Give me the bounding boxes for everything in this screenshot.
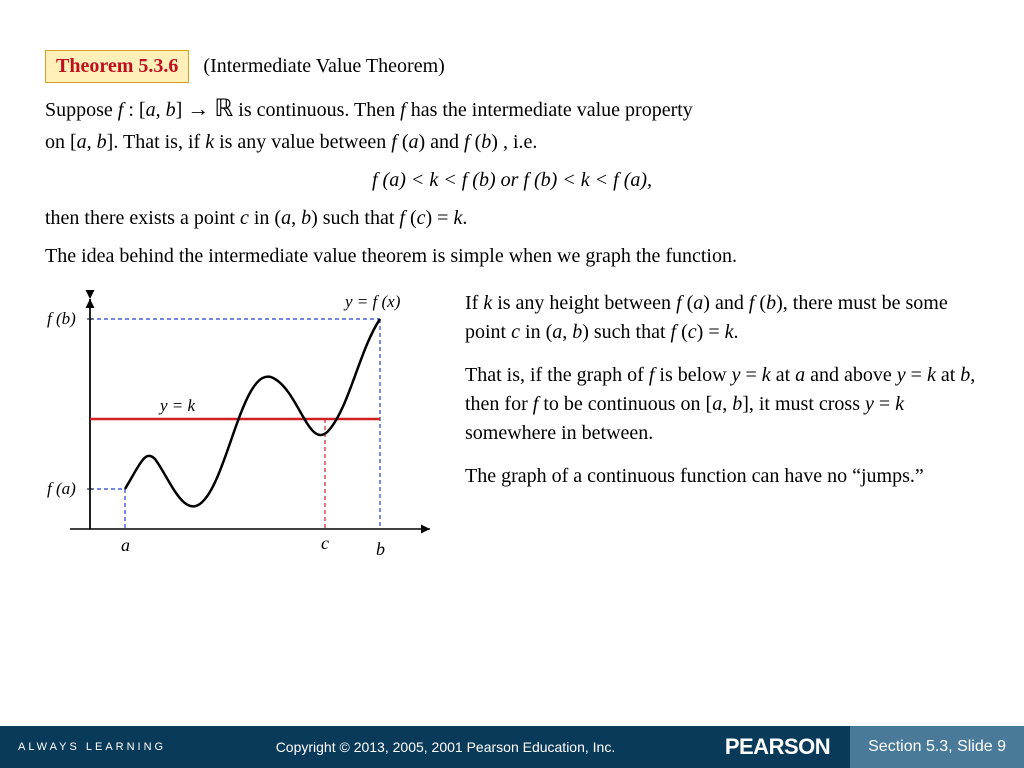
svg-text:f (b): f (b) [47, 309, 76, 328]
ivt-graph: y = f (x) f (b) f (a) y = k a c b [45, 289, 445, 584]
footer-copyright: Copyright © 2013, 2005, 2001 Pearson Edu… [166, 739, 725, 755]
svg-text:f (a): f (a) [47, 479, 76, 498]
idea-line: The idea behind the intermediate value t… [45, 241, 979, 271]
footer-bar: ALWAYS LEARNING Copyright © 2013, 2005, … [0, 726, 1024, 768]
svg-text:y = f (x): y = f (x) [343, 292, 401, 311]
footer-section-label: Section 5.3, Slide 9 [850, 726, 1024, 768]
pearson-logo: PEARSON [725, 734, 842, 760]
footer-tagline: ALWAYS LEARNING [0, 741, 166, 753]
theorem-label: Theorem 5.3.6 [45, 50, 189, 83]
conclusion-line: then there exists a point c in (a, b) su… [45, 203, 979, 233]
svg-text:b: b [376, 539, 385, 559]
inequality-line: f (a) < k < f (b) or f (b) < k < f (a), [45, 165, 979, 195]
theorem-name: (Intermediate Value Theorem) [203, 55, 444, 77]
theorem-statement: Suppose f : [a, b] → ℝ is continuous. Th… [45, 91, 979, 157]
svg-text:c: c [321, 533, 329, 553]
explanation-text: If k is any height between f (a) and f (… [465, 289, 979, 584]
svg-text:y = k: y = k [158, 396, 196, 415]
svg-text:a: a [121, 535, 130, 555]
